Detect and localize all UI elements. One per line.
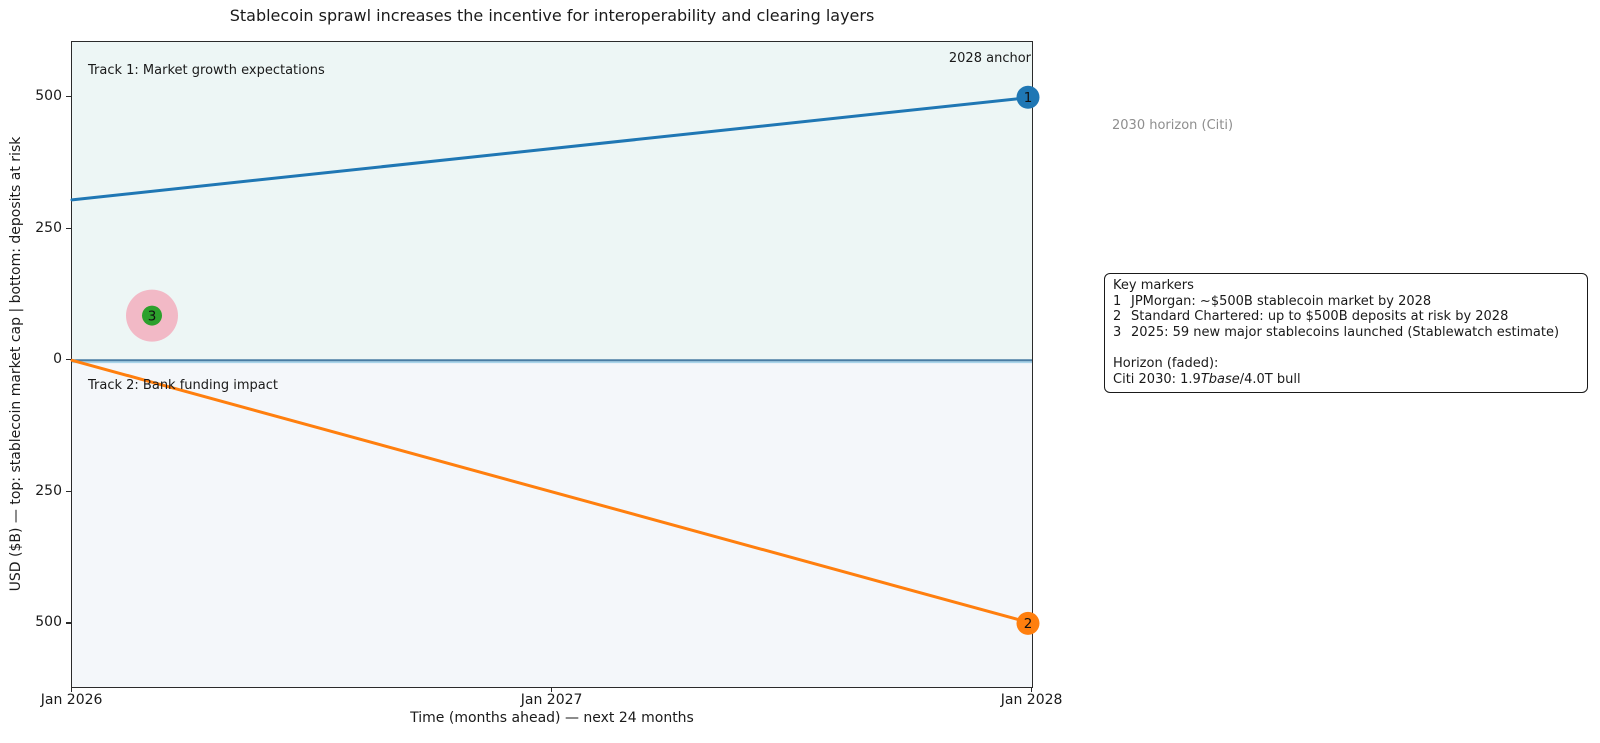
citi-prefix: Citi 2030: 1.9 bbox=[1113, 371, 1201, 387]
x-tick-mark bbox=[1031, 687, 1033, 692]
marker-3-number: 3 bbox=[148, 308, 157, 324]
y-tick-mark bbox=[66, 96, 71, 98]
background-band-0 bbox=[72, 42, 1032, 361]
y-tick-mark bbox=[66, 622, 71, 624]
x-tick-label: Jan 2026 bbox=[40, 692, 103, 708]
legend-item-3-text: 2025: 59 new major stablecoins launched … bbox=[1131, 324, 1560, 340]
y-tick-mark bbox=[66, 359, 71, 361]
marker-2-number: 2 bbox=[1024, 616, 1033, 632]
legend-item-2-num: 2 bbox=[1113, 309, 1122, 325]
marker-2-dot bbox=[1016, 611, 1040, 635]
legend-title: Key markers bbox=[1113, 278, 1194, 293]
marker-1-number: 1 bbox=[1024, 90, 1033, 106]
legend-item-2: 2 Standard Chartered: up to $500B deposit… bbox=[1113, 309, 1579, 325]
legend-item-1: 1 JPMorgan: ~$500B stablecoin market by 2… bbox=[1113, 294, 1579, 310]
series-line-1 bbox=[70, 95, 1034, 202]
chart-title: Stablecoin sprawl increases the incentiv… bbox=[229, 6, 875, 25]
background-band-1 bbox=[72, 360, 1032, 687]
y-tick-label: 500 bbox=[35, 88, 62, 105]
legend-item-3-num: 3 bbox=[1113, 324, 1122, 340]
x-tick-mark bbox=[71, 687, 73, 692]
track2-annotation: Track 2: Bank funding impact bbox=[88, 378, 278, 393]
citi-suffix: /4.0T bull bbox=[1239, 371, 1301, 387]
citi-italic: Tbase bbox=[1200, 371, 1240, 387]
x-tick-label: Jan 2027 bbox=[520, 692, 583, 708]
anchor-annotation: 2028 anchor bbox=[948, 51, 1031, 66]
y-tick-mark bbox=[66, 490, 71, 492]
marker-1-dot bbox=[1016, 85, 1040, 109]
legend-item-1-text: JPMorgan: ~$500B stablecoin market by 20… bbox=[1131, 293, 1432, 309]
legend-item-2-text: Standard Chartered: up to $500B deposits… bbox=[1131, 309, 1509, 325]
x-axis-label: Time (months ahead) — next 24 months bbox=[410, 710, 694, 726]
x-tick-mark bbox=[551, 687, 553, 692]
y-tick-mark bbox=[66, 227, 71, 229]
marker-3-dot bbox=[142, 305, 162, 326]
y-tick-label: 500 bbox=[35, 614, 62, 631]
y-tick-label: 0 bbox=[53, 351, 62, 368]
legend-citi-line: Citi 2030: 1.9Tbase/4.0T bull bbox=[1113, 372, 1579, 388]
legend-horizon-heading: Horizon (faded): bbox=[1113, 355, 1219, 371]
x-tick-label: Jan 2028 bbox=[1000, 692, 1063, 708]
legend-item-1-num: 1 bbox=[1113, 293, 1122, 309]
series-line-2 bbox=[70, 358, 1034, 625]
legend-spacer bbox=[1113, 340, 1579, 356]
chart-canvas: 1 2 3 bbox=[70, 42, 1040, 687]
legend-item-3: 3 2025: 59 new major stablecoins launched… bbox=[1113, 325, 1579, 341]
key-markers-legend: Key markers 1 JPMorgan: ~$500B stablecoin… bbox=[1104, 273, 1588, 394]
horizon-note: 2030 horizon (Citi) bbox=[1112, 118, 1234, 133]
track1-annotation: Track 1: Market growth expectations bbox=[88, 63, 325, 78]
y-tick-label: 250 bbox=[35, 219, 62, 236]
y-tick-label: 250 bbox=[35, 482, 62, 499]
